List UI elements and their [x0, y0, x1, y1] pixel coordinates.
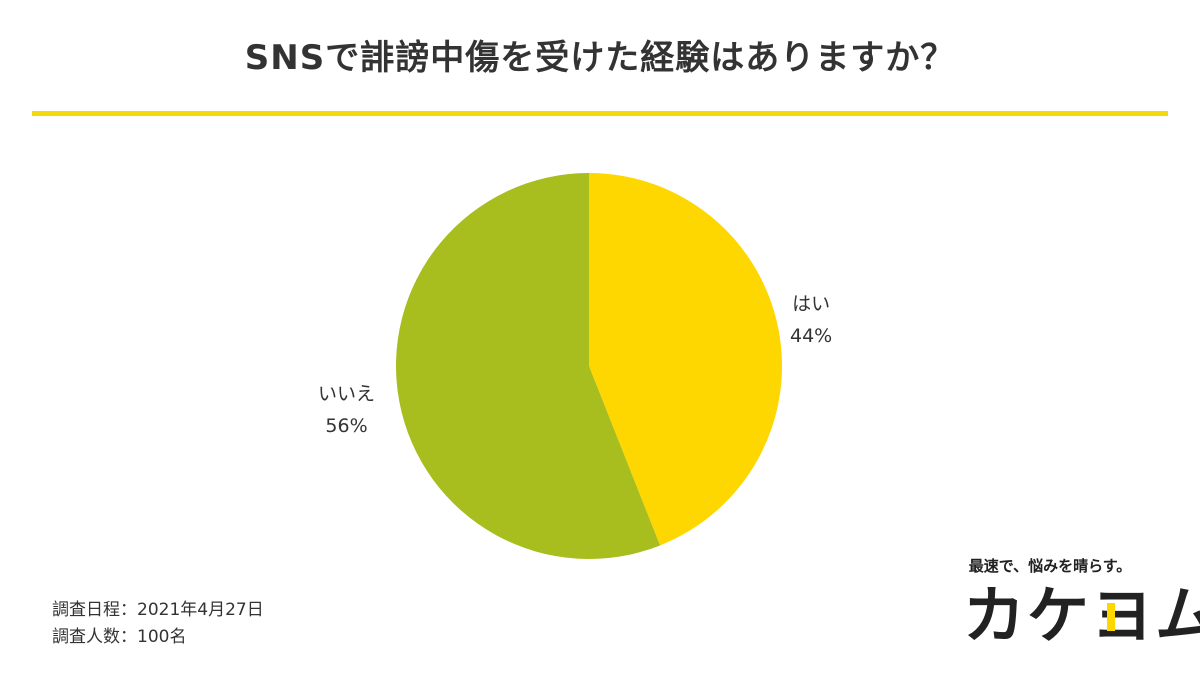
title-underline: [32, 111, 1168, 116]
brand-tagline: 最速で、悩みを晴らす。: [968, 557, 1132, 575]
pie-slice-no: [396, 173, 661, 559]
slice-label-no-name: いいえ: [318, 383, 376, 405]
brand-logo-block: 最速で、悩みを晴らす。 カケヨム: [935, 545, 1200, 665]
chart-title: SNSで誹謗中傷を受けた経験はありますか？: [244, 38, 956, 78]
brand-logo: カケヨム: [963, 579, 1200, 652]
survey-respondents: 調査人数：100名: [52, 627, 187, 647]
logo-accent-mark: [1107, 603, 1115, 631]
survey-info: 調査日程：2021年4月27日 調査人数：100名: [52, 597, 264, 651]
slice-label-no: いいえ 56%: [318, 378, 375, 442]
slice-label-yes-name: はい: [792, 293, 831, 315]
slice-label-no-value: 56%: [325, 415, 368, 437]
slice-label-yes-value: 44%: [790, 325, 833, 347]
slice-label-yes: はい 44%: [790, 288, 832, 352]
pie-slice-yes: [589, 173, 782, 546]
survey-date: 調査日程：2021年4月27日: [52, 600, 264, 620]
